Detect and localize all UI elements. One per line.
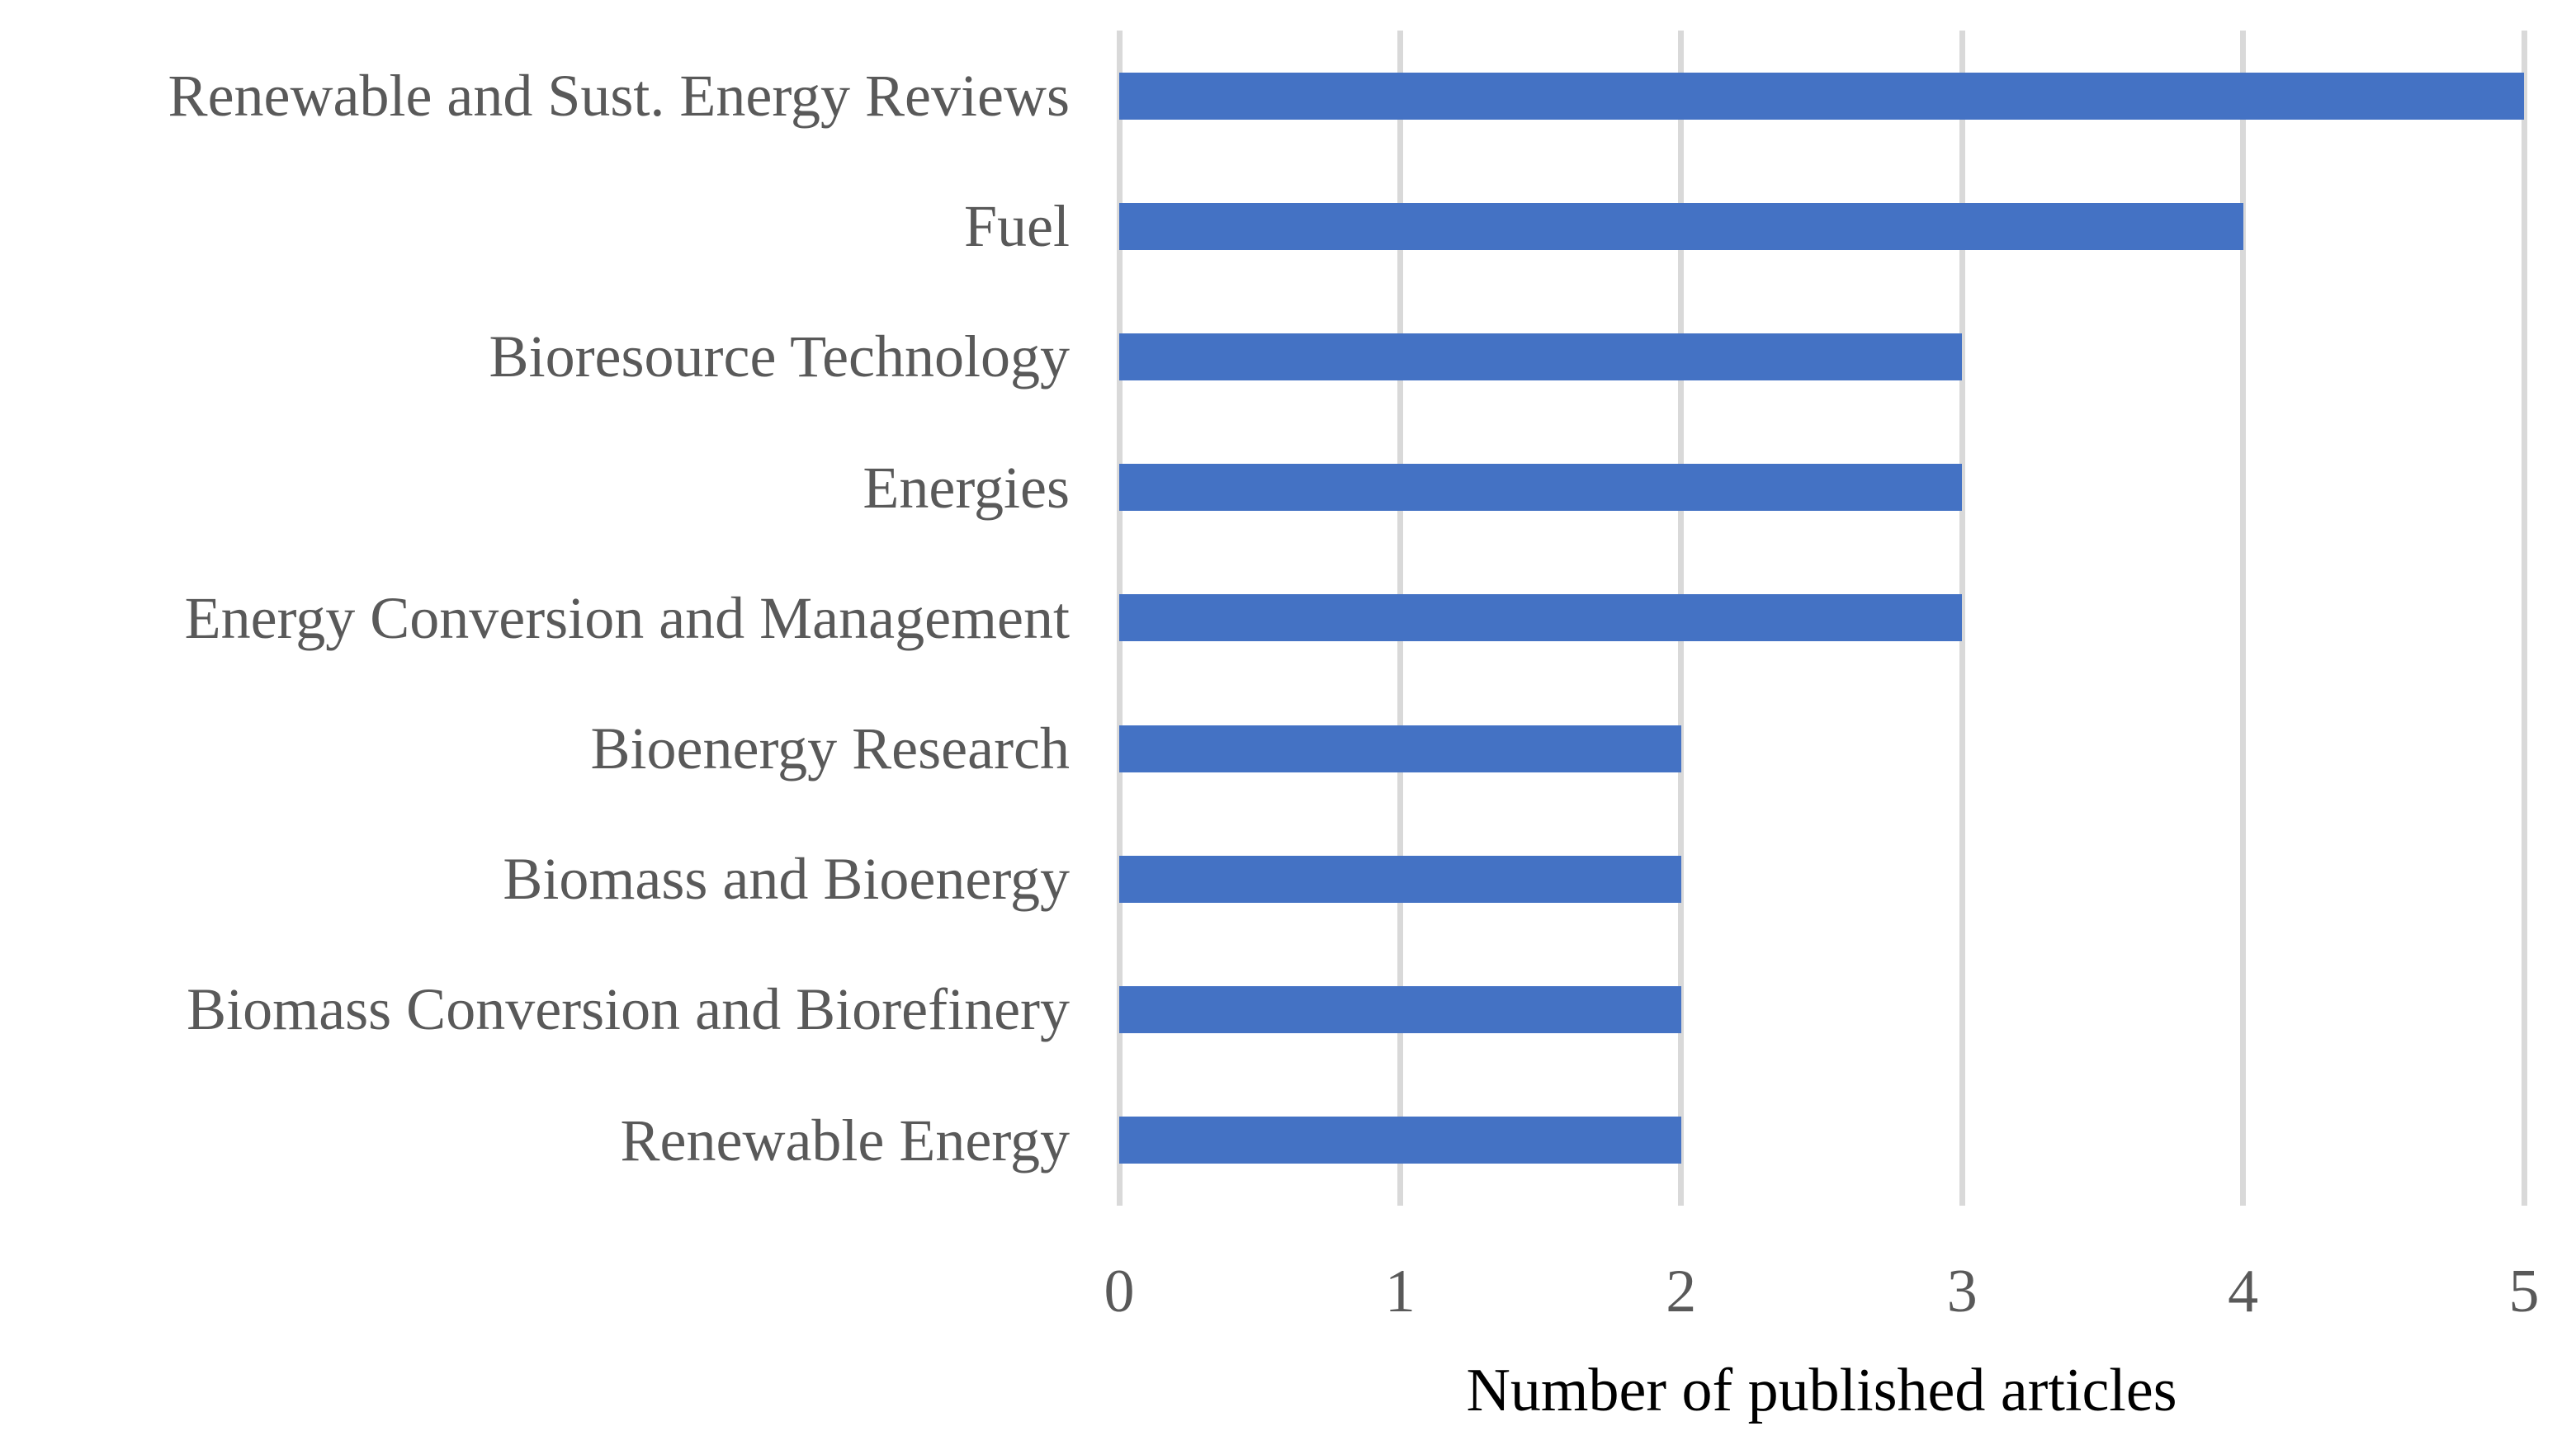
- chart-row: Bioenergy Research: [0, 683, 2576, 814]
- x-tick-label: 2: [1666, 1258, 1697, 1325]
- gridline-3: [1959, 31, 1965, 1206]
- chart-row: Energies: [0, 423, 2576, 553]
- gridline-4: [2240, 31, 2247, 1206]
- chart-row: Biomass and Bioenergy: [0, 814, 2576, 944]
- bar: [1119, 333, 1963, 380]
- category-label: Renewable and Sust. Energy Reviews: [168, 63, 1070, 130]
- category-label: Bioenergy Research: [590, 715, 1070, 782]
- bar: [1119, 464, 1963, 512]
- x-tick-label: 3: [1946, 1258, 1978, 1325]
- bar: [1119, 1117, 1681, 1164]
- chart-row: Renewable Energy: [0, 1075, 2576, 1206]
- bar: [1119, 985, 1681, 1033]
- bar: [1119, 202, 2243, 250]
- category-label: Bioresource Technology: [489, 323, 1070, 390]
- category-label: Fuel: [963, 193, 1070, 260]
- category-label: Energy Conversion and Management: [184, 584, 1070, 651]
- chart-row: Energy Conversion and Management: [0, 553, 2576, 683]
- bar: [1119, 72, 2524, 120]
- bar: [1119, 594, 1963, 642]
- category-label: Biomass Conversion and Biorefinery: [187, 976, 1070, 1043]
- category-label: Biomass and Bioenergy: [503, 846, 1070, 913]
- category-label: Energies: [863, 454, 1070, 521]
- x-axis: 0 1 2 3 4 5: [1104, 1258, 2540, 1335]
- chart-row: Fuel: [0, 161, 2576, 291]
- bar: [1119, 725, 1681, 772]
- chart-row: Bioresource Technology: [0, 291, 2576, 422]
- gridline-5: [2521, 31, 2527, 1206]
- x-tick-label: 0: [1104, 1258, 1135, 1325]
- chart-row: Biomass Conversion and Biorefinery: [0, 944, 2576, 1074]
- x-tick-label: 4: [2228, 1258, 2259, 1325]
- bar-rows: Renewable and Sust. Energy Reviews Fuel Bi…: [0, 31, 2576, 1206]
- bar: [1119, 855, 1681, 903]
- x-tick-label: 5: [2508, 1258, 2540, 1325]
- x-tick-label: 1: [1384, 1258, 1416, 1325]
- x-axis-title: Number of published articles: [1466, 1357, 2177, 1424]
- category-label: Renewable Energy: [620, 1107, 1070, 1173]
- chart-row: Renewable and Sust. Energy Reviews: [0, 31, 2576, 161]
